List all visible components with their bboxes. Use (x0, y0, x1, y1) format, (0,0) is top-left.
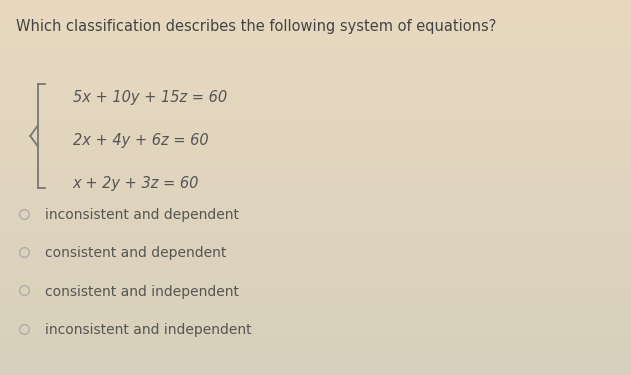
Text: inconsistent and dependent: inconsistent and dependent (45, 208, 239, 222)
Text: 2x + 4y + 6z = 60: 2x + 4y + 6z = 60 (73, 133, 208, 148)
Text: 5x + 10y + 15z = 60: 5x + 10y + 15z = 60 (73, 90, 227, 105)
Text: consistent and dependent: consistent and dependent (45, 246, 227, 260)
Text: inconsistent and independent: inconsistent and independent (45, 323, 252, 337)
Text: consistent and independent: consistent and independent (45, 285, 239, 298)
Text: Which classification describes the following system of equations?: Which classification describes the follo… (16, 19, 496, 34)
Text: x + 2y + 3z = 60: x + 2y + 3z = 60 (73, 176, 199, 191)
